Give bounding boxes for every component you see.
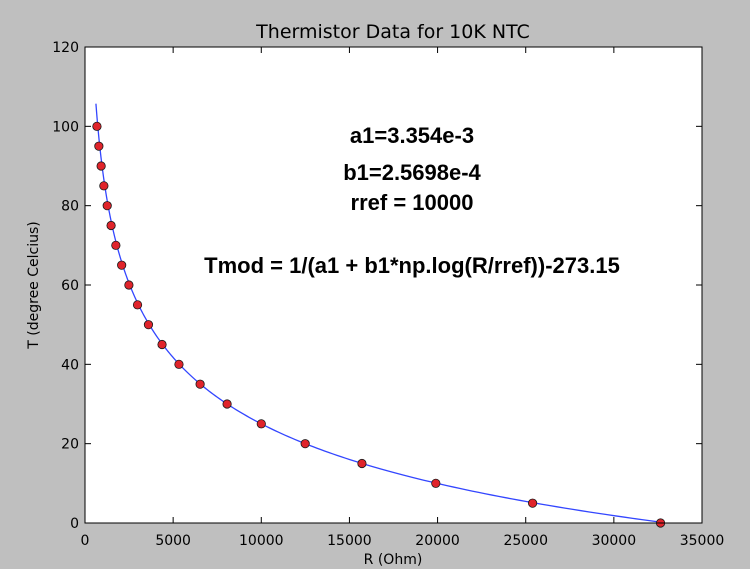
data-point <box>527 498 538 508</box>
chart-title: Thermistor Data for 10K NTC <box>255 21 530 43</box>
y-tick-label: 120 <box>52 40 79 56</box>
x-tick-label: 20000 <box>415 533 460 549</box>
x-tick-label: 15000 <box>327 533 372 549</box>
data-point <box>92 121 102 131</box>
data-point <box>431 478 441 488</box>
data-point <box>106 220 116 231</box>
data-point <box>256 419 266 429</box>
data-point <box>94 141 104 151</box>
data-point <box>143 320 154 330</box>
data-points <box>92 121 666 528</box>
data-point <box>124 280 134 290</box>
data-point <box>102 201 112 211</box>
plot-frame <box>84 46 703 524</box>
data-point <box>117 260 127 270</box>
axis-ticks: 0 5000 10000 15000 20000 25000 30000 35000 0 20 40… <box>52 40 724 549</box>
data-point <box>300 439 310 449</box>
x-tick-label: 10000 <box>239 533 284 549</box>
y-axis-label: T (degree Celcius) <box>26 221 42 349</box>
x-tick-label: 35000 <box>680 533 725 549</box>
data-point <box>222 399 232 409</box>
data-point <box>132 300 143 310</box>
data-point <box>357 458 367 469</box>
annotation-b1: b1=2.5698e-4 <box>343 160 481 185</box>
y-tick-label: 40 <box>61 357 79 373</box>
annotation-a1: a1=3.354e-3 <box>350 123 474 148</box>
data-point <box>195 379 205 389</box>
x-tick-label: 30000 <box>592 533 637 549</box>
plot-area <box>85 47 702 523</box>
y-tick-label: 80 <box>61 199 79 215</box>
y-tick-label: 20 <box>61 437 79 453</box>
y-tick-label: 60 <box>61 278 79 294</box>
x-tick-label: 5000 <box>155 533 191 549</box>
data-point <box>111 240 121 250</box>
data-point <box>99 181 109 191</box>
y-tick-label: 0 <box>70 516 79 532</box>
data-point <box>157 339 167 350</box>
annotation-rref: rref = 10000 <box>351 190 474 215</box>
annotation-formula: Tmod = 1/(a1 + b1*np.log(R/rref))-273.15 <box>204 253 620 278</box>
data-point <box>174 359 184 369</box>
x-tick-label: 0 <box>81 533 90 549</box>
x-axis-label: R (Ohm) <box>364 552 423 568</box>
y-tick-label: 100 <box>52 119 79 135</box>
data-point <box>96 161 106 171</box>
x-tick-label: 25000 <box>503 533 548 549</box>
